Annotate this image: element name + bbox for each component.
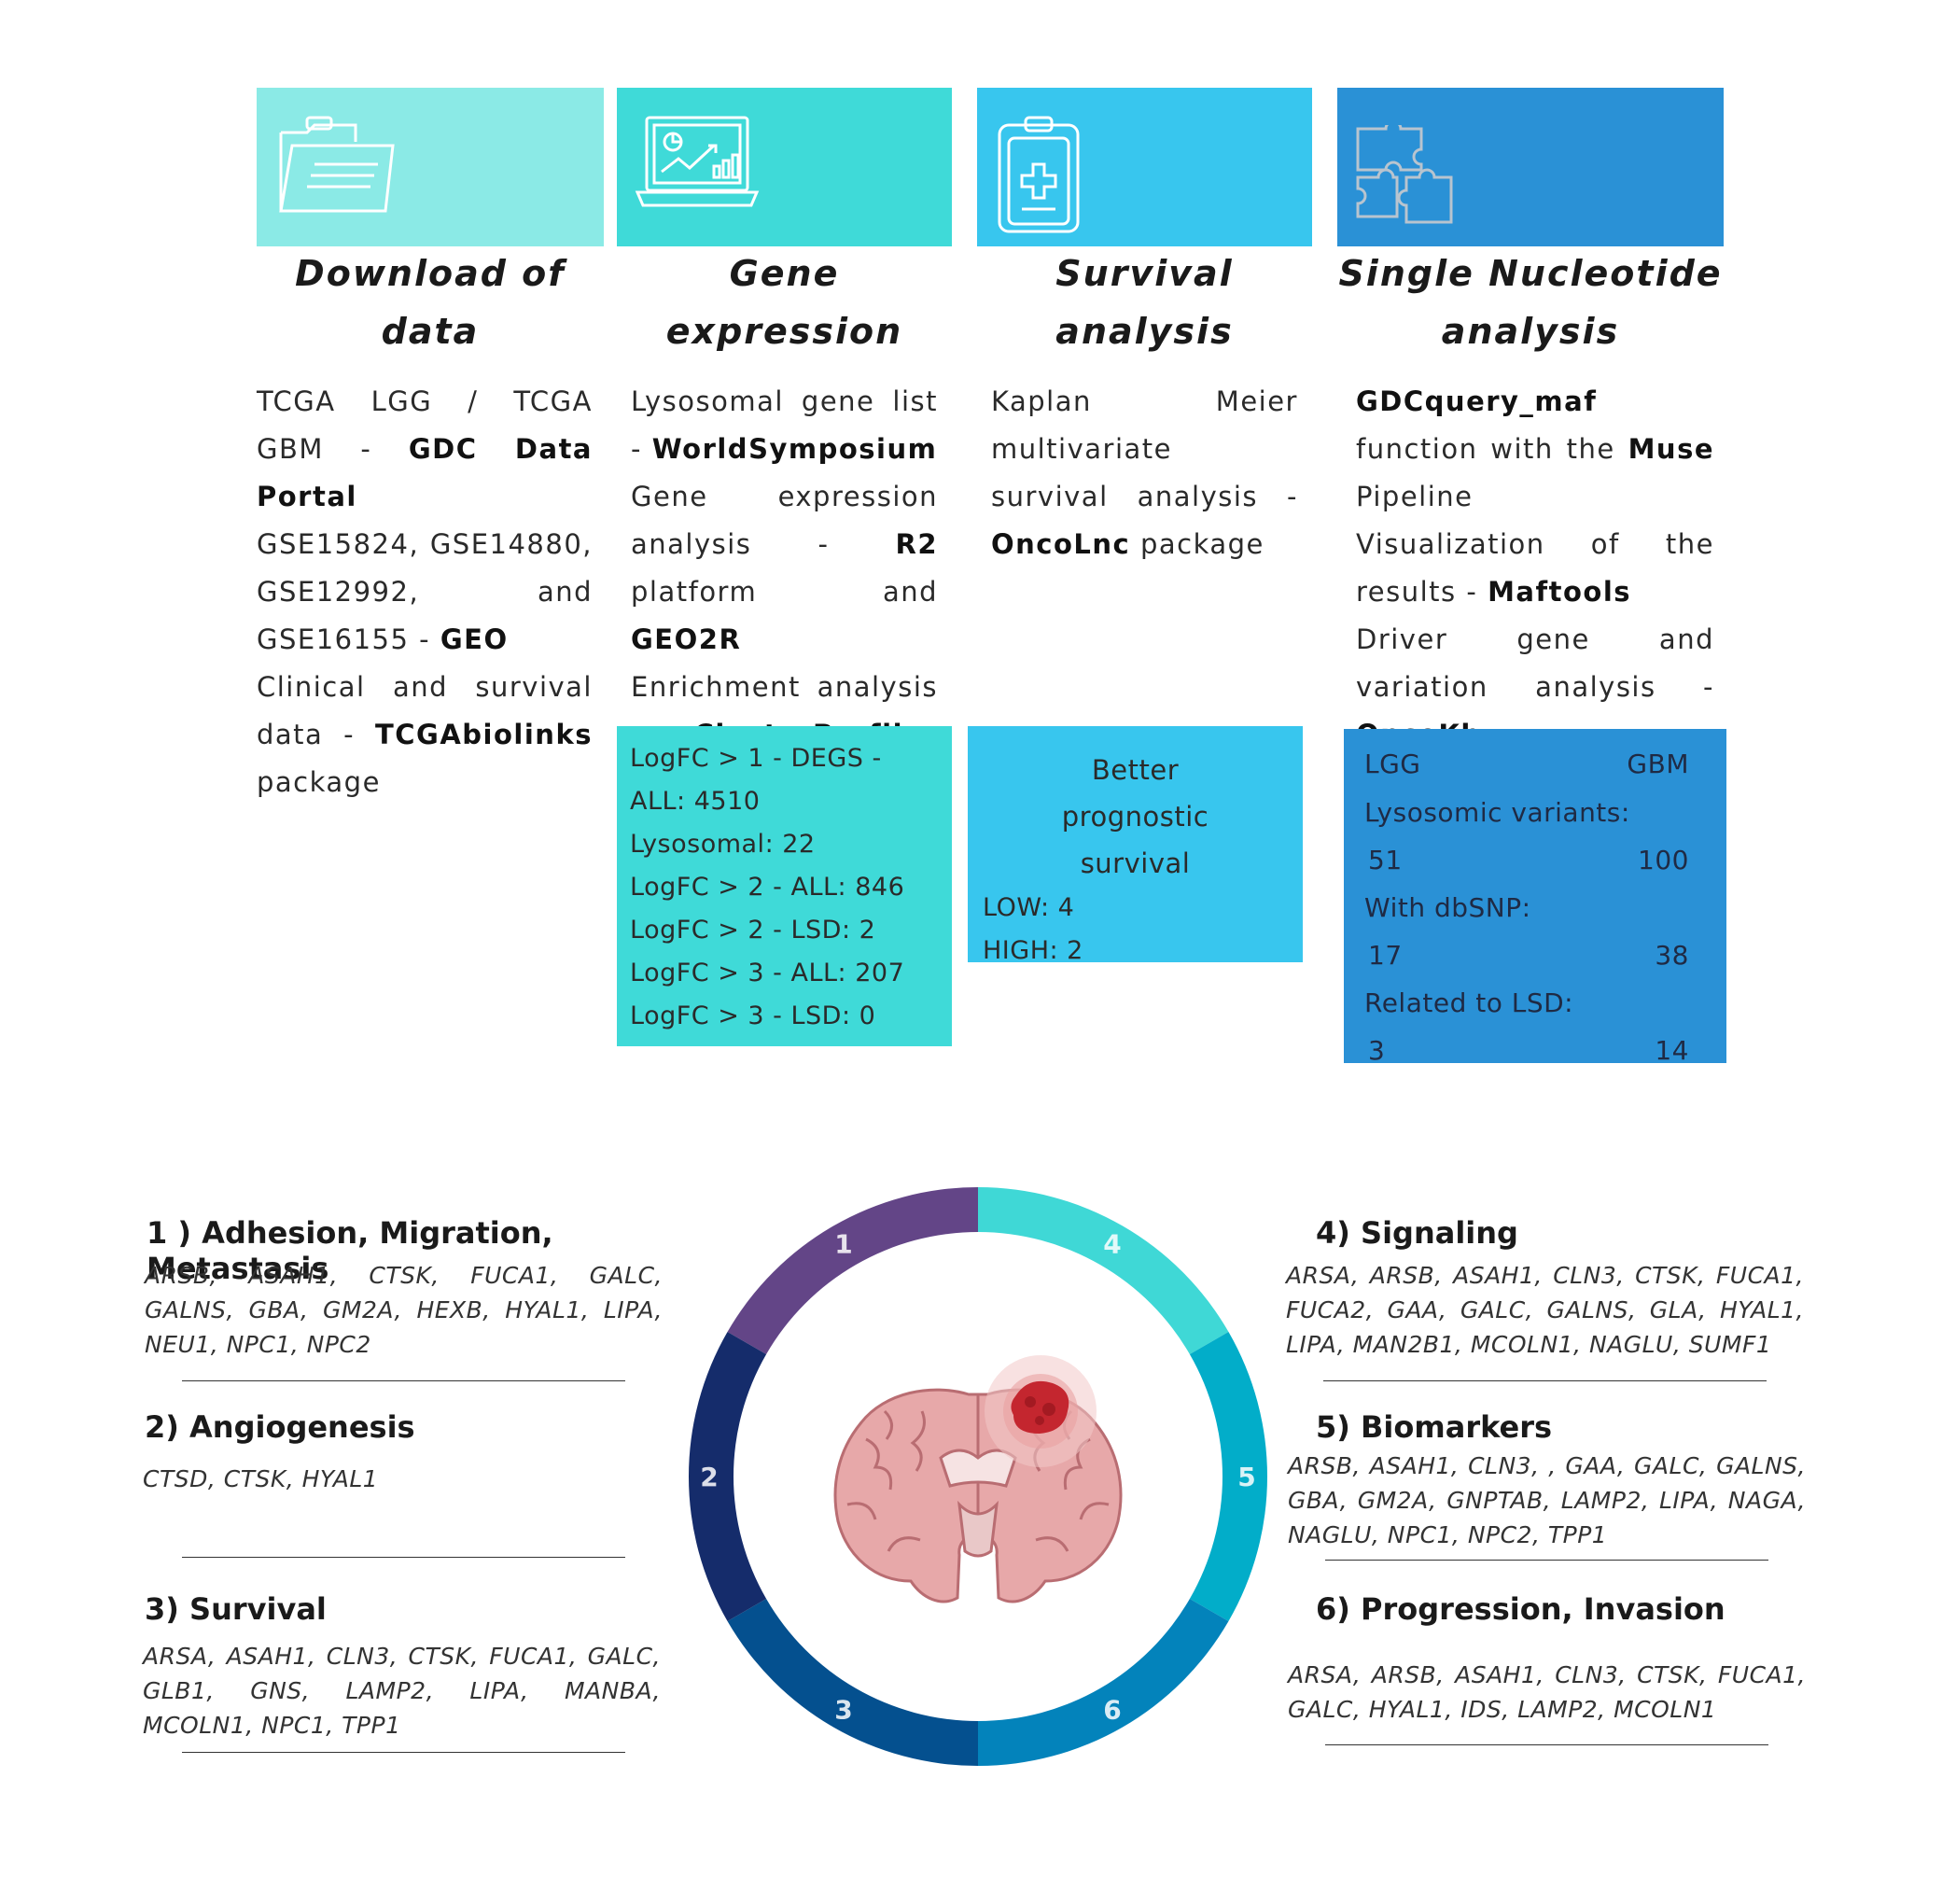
category-genes-4: ARSA, ARSB, ASAH1, CLN3, CTSK, FUCA1, FU… bbox=[1286, 1262, 1804, 1358]
ring-segment-label: 1 bbox=[834, 1229, 852, 1260]
column-title-survival: Survival analysis bbox=[1055, 253, 1234, 352]
category-genes-6: ARSA, ARSB, ASAH1, CLN3, CTSK, FUCA1, GA… bbox=[1288, 1661, 1806, 1723]
category-genes-3: ARSA, ASAH1, CLN3, CTSK, FUCA1, GALC, GL… bbox=[143, 1643, 661, 1739]
snp-value-lgg: 51 bbox=[1368, 845, 1403, 875]
snp-value-lgg: 3 bbox=[1368, 1035, 1386, 1066]
folder-icon bbox=[279, 116, 395, 213]
ring-segment bbox=[689, 1332, 767, 1621]
category-genes-2: CTSD, CTSK, HYAL1 bbox=[143, 1465, 379, 1492]
column-title-snp: Single Nucleotide analysis bbox=[1338, 253, 1723, 352]
column-text-download: TCGA LGG / TCGA GBM - GDC Data Portal GSE… bbox=[257, 378, 593, 806]
snp-col-gbm: GBM bbox=[1627, 749, 1689, 779]
separator-3 bbox=[182, 1752, 625, 1753]
header-box-gene-expression bbox=[617, 88, 952, 246]
category-title-5: 5) Biomarkers bbox=[1316, 1409, 1553, 1445]
column-paragraph: GSE15824, GSE14880, GSE12992, and GSE161… bbox=[257, 528, 593, 655]
snp-value-lgg: 17 bbox=[1368, 940, 1403, 971]
ring-segment bbox=[727, 1187, 978, 1354]
column-title-gene-expression: Gene expression bbox=[665, 253, 903, 352]
separator-6 bbox=[1325, 1744, 1768, 1745]
gene-expression-stats-box: LogFC > 1 - DEGS - ALL: 4510 Lysosomal: 2… bbox=[617, 726, 952, 1046]
category-title-1: 1 ) Adhesion, Migration, Metastasis bbox=[147, 1215, 553, 1286]
snp-value-gbm: 38 bbox=[1655, 940, 1689, 971]
ring-segment-label: 6 bbox=[1103, 1694, 1121, 1725]
gene-expression-stat: LogFC > 2 - ALL: 846 bbox=[630, 873, 905, 902]
survival-stats-heading: Better prognostic survival bbox=[1061, 754, 1209, 879]
column-paragraph: Clinical and survival data - TCGAbiolink… bbox=[257, 671, 593, 798]
snp-col-lgg: LGG bbox=[1364, 749, 1421, 779]
category-genes-5: ARSB, ASAH1, CLN3, , GAA, GALC, GALNS, G… bbox=[1288, 1452, 1806, 1548]
header-box-download bbox=[257, 88, 604, 246]
category-title-4: 4) Signaling bbox=[1316, 1215, 1518, 1251]
ring-segment-label: 2 bbox=[700, 1462, 718, 1492]
gene-expression-stat: LogFC > 3 - ALL: 207 bbox=[630, 959, 905, 987]
column-paragraph: Visualization of the results - Maftools bbox=[1356, 528, 1714, 608]
snp-row-label: Related to LSD: bbox=[1364, 987, 1574, 1018]
gene-expression-stat: LogFC > 2 - LSD: 2 bbox=[630, 916, 876, 945]
snp-row-label: Lysosomic variants: bbox=[1364, 797, 1630, 828]
survival-stats-box: Better prognostic survival LOW: 4 HIGH: … bbox=[968, 726, 1303, 965]
survival-high: HIGH: 2 bbox=[983, 936, 1083, 965]
gene-expression-stat: LogFC > 1 - DEGS - ALL: 4510 bbox=[630, 744, 882, 816]
ring-diagram: 1 4 5 6 3 2 bbox=[689, 1187, 1267, 1766]
survival-low: LOW: 4 bbox=[983, 893, 1075, 922]
column-paragraph: Gene expression analysis - R2 platform a… bbox=[631, 481, 938, 655]
laptop-chart-icon bbox=[635, 116, 760, 207]
category-title-2: 2) Angiogenesis bbox=[145, 1409, 415, 1445]
category-genes-1: ARSB, ASAH1, CTSK, FUCA1, GALC, GALNS, G… bbox=[145, 1262, 663, 1358]
snp-row-label: With dbSNP: bbox=[1364, 892, 1531, 923]
ring-segment bbox=[727, 1599, 978, 1766]
column-paragraph: GDCquery_maf function with the Muse Pipe… bbox=[1356, 385, 1714, 512]
ring-segment-label: 3 bbox=[834, 1694, 852, 1725]
ring-segment bbox=[978, 1187, 1229, 1354]
snp-value-gbm: 100 bbox=[1638, 845, 1689, 875]
category-title-6: 6) Progression, Invasion bbox=[1316, 1591, 1725, 1627]
column-text-survival: Kaplan Meier multivariate survival analy… bbox=[991, 378, 1298, 568]
ring-segment bbox=[1189, 1332, 1267, 1621]
separator-2 bbox=[182, 1557, 625, 1558]
clipboard-medical-icon bbox=[998, 116, 1080, 233]
ring-segment-label: 4 bbox=[1103, 1229, 1121, 1260]
category-title-3: 3) Survival bbox=[145, 1591, 327, 1627]
puzzle-icon bbox=[1356, 125, 1453, 224]
separator-1 bbox=[182, 1380, 625, 1381]
snp-stats-box: LGG GBM Lysosomic variants: 51 100 With dbS… bbox=[1344, 729, 1726, 1066]
column-text-snp: GDCquery_maf function with the Muse Pipe… bbox=[1356, 378, 1714, 759]
separator-4 bbox=[1323, 1380, 1767, 1381]
column-paragraph: Kaplan Meier multivariate survival analy… bbox=[991, 385, 1298, 560]
ring-segment bbox=[978, 1599, 1229, 1766]
ring-segment-label: 5 bbox=[1237, 1462, 1255, 1492]
header-box-survival bbox=[977, 88, 1312, 246]
column-title-download: Download of data bbox=[295, 253, 566, 352]
column-paragraph: Lysosomal gene list - WorldSymposium bbox=[631, 385, 938, 465]
separator-5 bbox=[1325, 1560, 1768, 1561]
header-box-snp bbox=[1337, 88, 1724, 246]
snp-value-gbm: 14 bbox=[1655, 1035, 1689, 1066]
brain-tumor-icon bbox=[833, 1355, 1123, 1603]
gene-expression-stat: Lysosomal: 22 bbox=[630, 830, 816, 859]
gene-expression-stat: LogFC > 3 - LSD: 0 bbox=[630, 1001, 876, 1030]
column-paragraph: TCGA LGG / TCGA GBM - GDC Data Portal bbox=[257, 385, 593, 512]
